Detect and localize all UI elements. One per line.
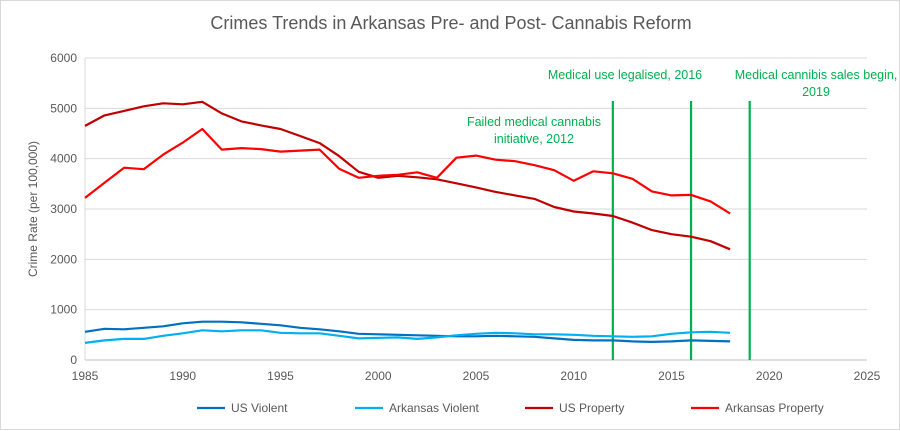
legend-label: US Property: [559, 401, 624, 415]
annotation-text: Medical use legalised, 2016: [548, 68, 702, 82]
y-axis-label: Crime Rate (per 100,000): [26, 141, 40, 277]
legend-label: Arkansas Property: [725, 401, 824, 415]
chart-title: Crimes Trends in Arkansas Pre- and Post-…: [210, 13, 691, 33]
y-tick-label: 6000: [50, 51, 77, 65]
series-line-us-property: [84, 100, 731, 251]
legend-item: US Violent: [197, 401, 288, 415]
series-line-us-violent: [84, 320, 731, 343]
annotation-text: Failed medical cannabis: [467, 115, 601, 129]
series-line-arkansas-violent: [84, 329, 731, 344]
y-tick-label: 0: [70, 353, 77, 367]
x-tick-label: 2005: [463, 369, 490, 383]
legend-label: US Violent: [231, 401, 288, 415]
x-tick-label: 2015: [658, 369, 685, 383]
annotation-text: 2019: [802, 85, 830, 99]
x-tick-label: 1995: [267, 369, 294, 383]
annotation-text: initiative, 2012: [494, 132, 574, 146]
y-tick-label: 2000: [50, 252, 77, 266]
legend-label: Arkansas Violent: [389, 401, 479, 415]
x-tick-label: 1985: [72, 369, 99, 383]
x-tick-label: 2025: [854, 369, 881, 383]
x-tick-label: 2020: [756, 369, 783, 383]
x-tick-label: 1990: [169, 369, 196, 383]
legend-item: Arkansas Violent: [355, 401, 479, 415]
x-tick-label: 2000: [365, 369, 392, 383]
y-tick-label: 3000: [50, 202, 77, 216]
y-tick-label: 5000: [50, 101, 77, 115]
y-tick-label: 1000: [50, 303, 77, 317]
legend-item: Arkansas Property: [691, 401, 824, 415]
series-line-arkansas-property: [84, 127, 731, 215]
legend-item: US Property: [525, 401, 624, 415]
annotation-text: Medical cannibis sales begin,: [735, 68, 898, 82]
y-tick-label: 4000: [50, 152, 77, 166]
x-tick-label: 2010: [560, 369, 587, 383]
